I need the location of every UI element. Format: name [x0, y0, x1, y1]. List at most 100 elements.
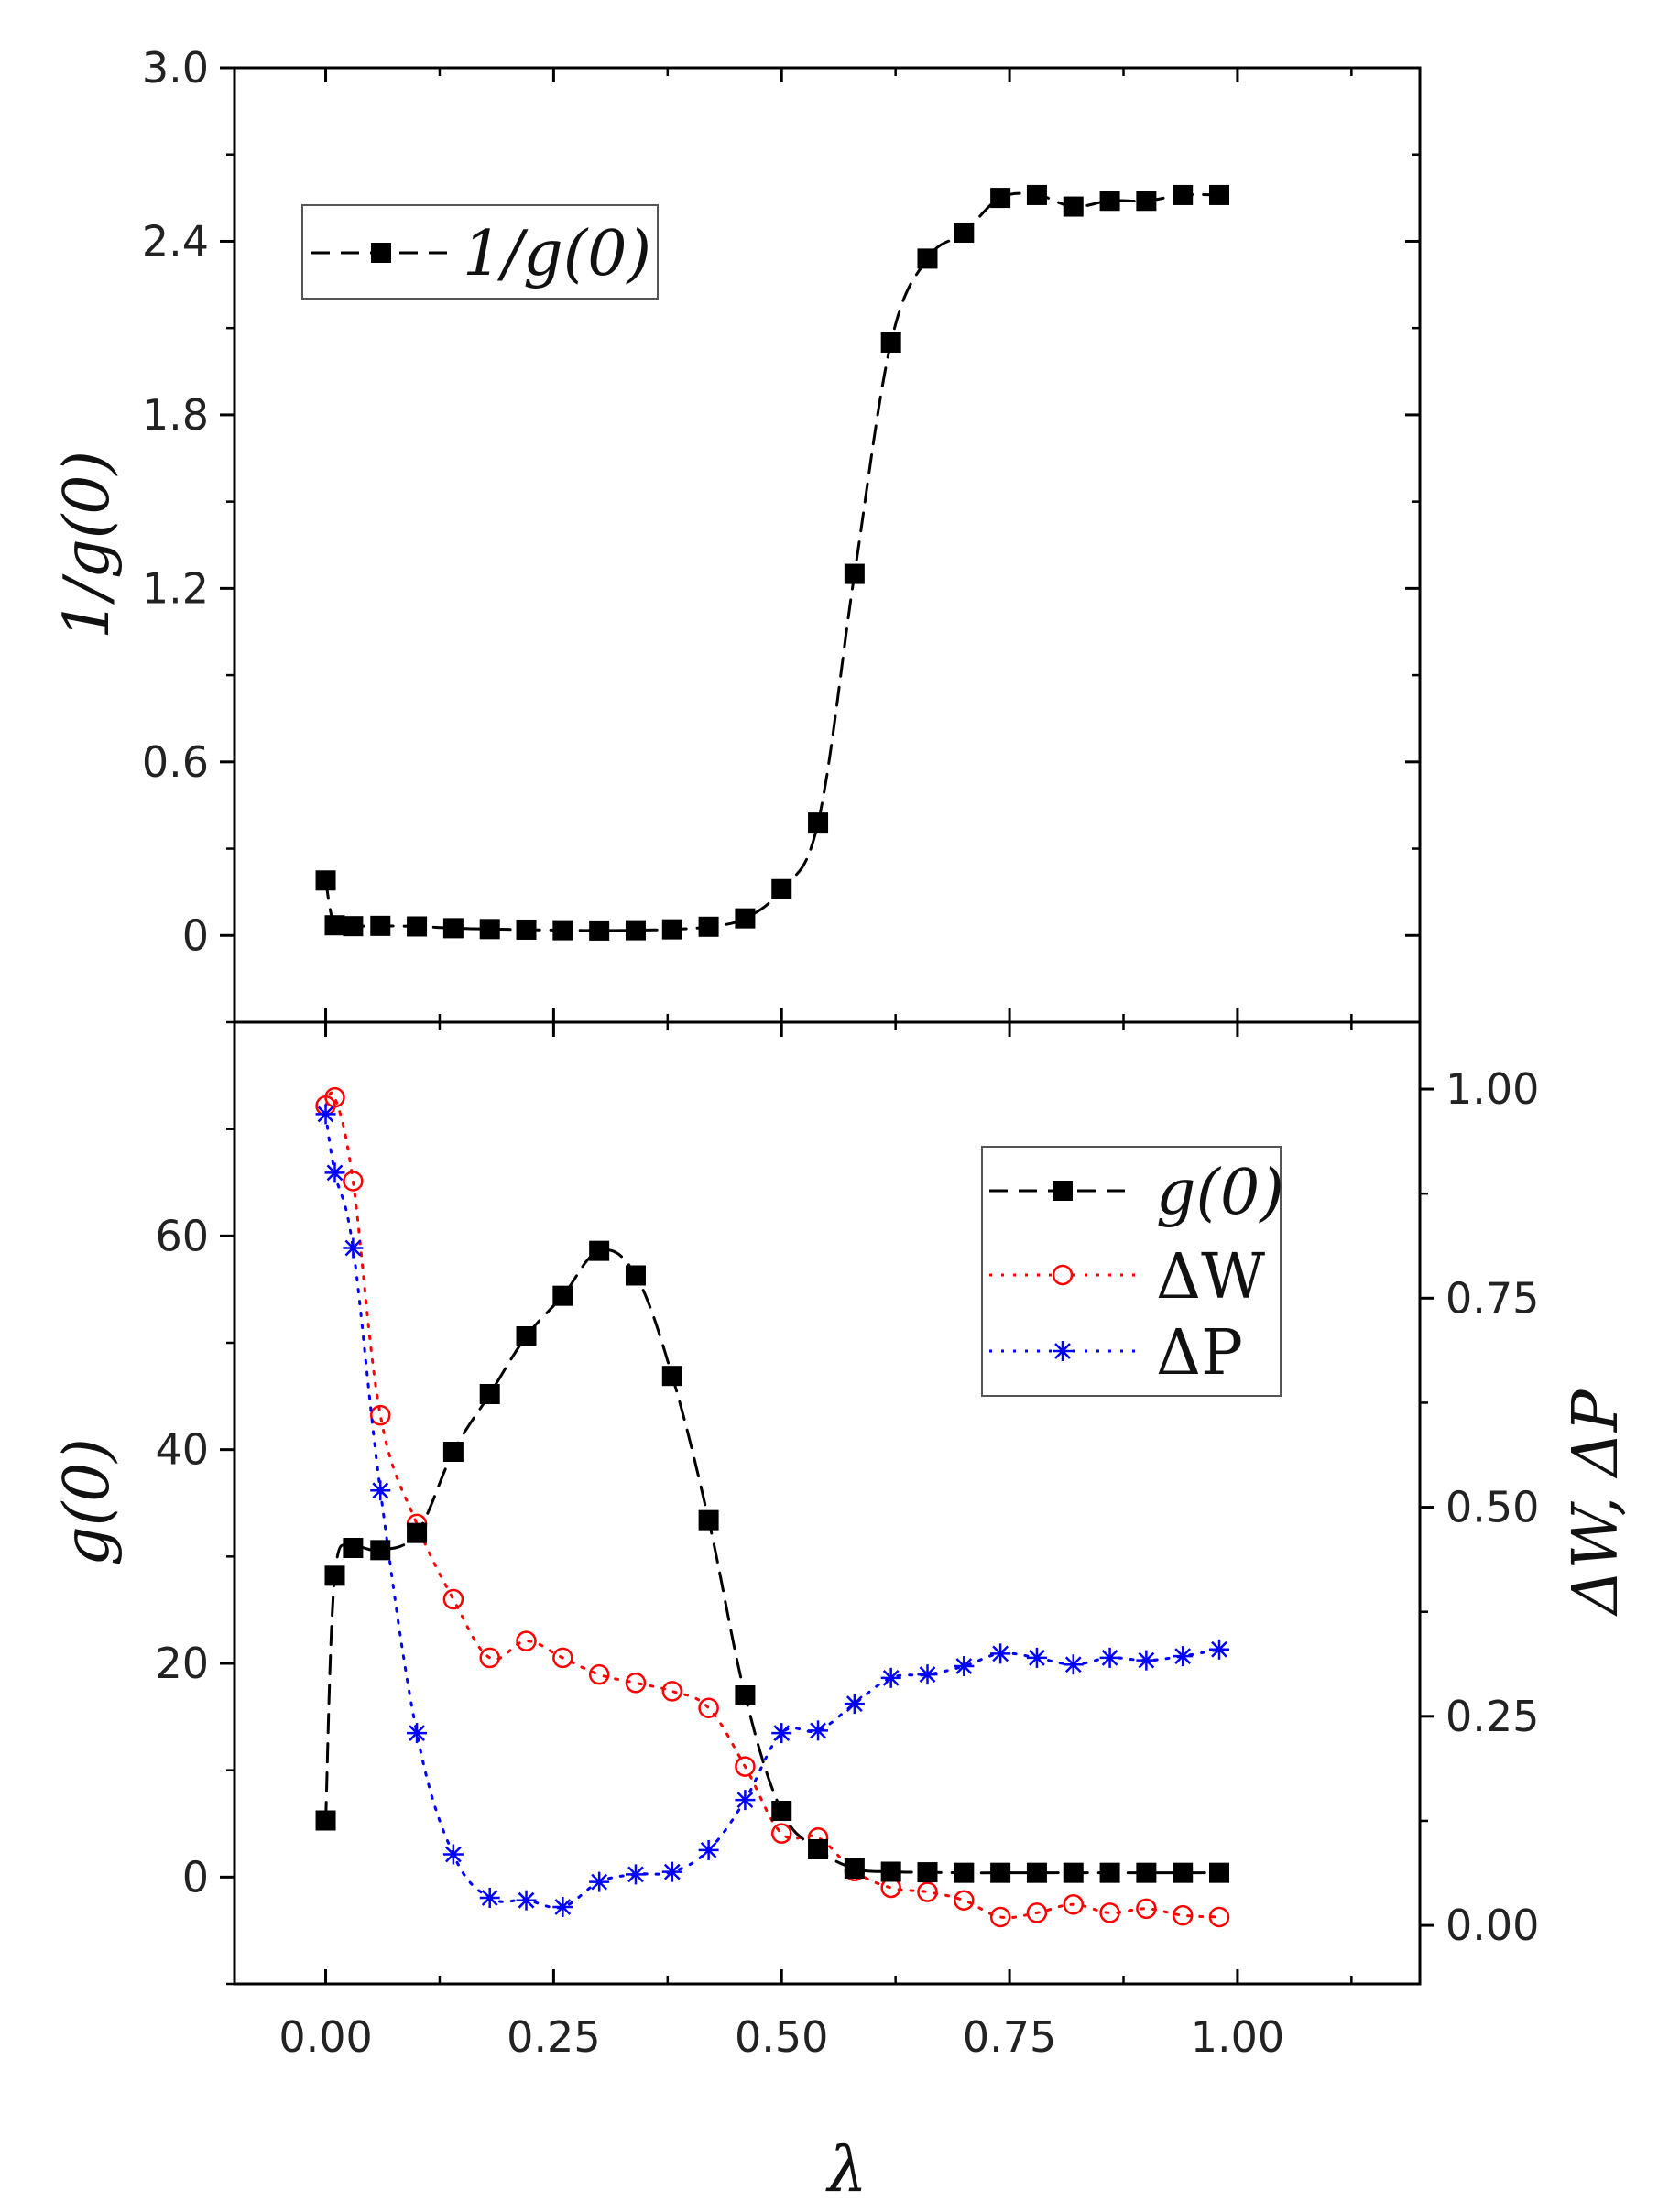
data-point: [589, 1240, 610, 1261]
data-point: [917, 1862, 938, 1883]
bottom-y-tick-label: 20: [155, 1639, 209, 1688]
data-point: [661, 1861, 682, 1882]
data-point: [1136, 1650, 1157, 1671]
data-point: [735, 1685, 756, 1705]
data-point: [442, 1442, 464, 1462]
x-tick-label: 0.50: [735, 2012, 828, 2062]
data-point: [516, 919, 537, 940]
data-point: [1136, 1898, 1157, 1920]
data-point: [954, 1862, 975, 1883]
legend-g0-label: g(0): [1156, 1157, 1284, 1229]
top-legend-label: 1/g(0): [463, 218, 651, 290]
data-point: [552, 1647, 573, 1669]
data-point: [1208, 1906, 1230, 1928]
data-point: [808, 1839, 829, 1859]
top-y-tick-label: 1.2: [142, 563, 209, 613]
data-point: [880, 1861, 901, 1882]
bottom-plot-frame: [233, 1020, 1422, 1986]
bottom-y-tick-label: 40: [155, 1425, 209, 1475]
data-point: [844, 1858, 865, 1879]
top-legend-box: [301, 204, 659, 300]
data-point: [315, 1810, 336, 1831]
top-tick-labels: 0 0.6 1.2 1.8 2.4 3.0: [142, 43, 209, 960]
data-point: [315, 870, 336, 891]
data-point: [844, 1694, 865, 1715]
data-point: [1026, 1902, 1048, 1923]
data-point: [1099, 1647, 1120, 1668]
data-point: [1209, 1862, 1230, 1883]
top-y-tick-label: 3.0: [142, 43, 209, 93]
bottom-y2-tick-label: 0.50: [1445, 1483, 1539, 1532]
data-point: [990, 188, 1011, 209]
data-point: [989, 1906, 1011, 1928]
data-point: [917, 248, 938, 269]
data-point: [771, 878, 792, 899]
bottom-series: [315, 1086, 1230, 1928]
legend-dw-marker: [1052, 1264, 1074, 1286]
data-point: [407, 1723, 428, 1744]
data-point: [1173, 1862, 1194, 1883]
bottom-y2-axis-label: ΔW, ΔP: [1560, 1389, 1632, 1617]
data-point: [1099, 1902, 1120, 1923]
bottom-y-tick-label: 60: [155, 1211, 209, 1260]
data-point: [516, 1890, 537, 1911]
data-point: [625, 920, 646, 941]
bottom-y2-tick-label: 0.00: [1445, 1901, 1539, 1950]
bottom-y2-tick-label: 1.00: [1445, 1064, 1539, 1114]
x-tick-label: 0.25: [507, 2012, 600, 2062]
data-point: [370, 915, 391, 936]
data-point: [698, 1509, 719, 1531]
data-point: [954, 1890, 975, 1911]
data-point: [370, 1480, 391, 1501]
data-point: [1026, 1862, 1047, 1883]
data-point: [1063, 196, 1084, 217]
data-point: [407, 916, 428, 937]
data-point: [324, 1565, 345, 1586]
data-point: [479, 1384, 500, 1404]
data-point: [661, 1681, 683, 1702]
bottom-legend: g(0) ΔW ΔP: [981, 1146, 1284, 1397]
data-point: [343, 916, 364, 937]
data-point: [588, 1663, 610, 1685]
top-y-axis-label: 1/g(0): [51, 451, 124, 639]
top-panel: 0 0.6 1.2 1.8 2.4 3.0 1/g(0) 1/g(0): [51, 43, 1422, 1024]
data-point: [442, 1588, 464, 1610]
data-point: [1173, 1646, 1194, 1667]
top-y-tick-label: 1.8: [142, 390, 209, 440]
data-point: [1026, 184, 1047, 205]
data-point: [735, 1790, 756, 1811]
data-point: [770, 1823, 792, 1844]
data-point: [990, 1862, 1011, 1883]
top-y-tick-label: 0: [182, 910, 209, 960]
data-point: [625, 1673, 647, 1694]
data-point: [917, 1881, 938, 1902]
data-point: [442, 1844, 464, 1865]
data-point: [698, 1839, 719, 1860]
bottom-y-axis-label: g(0): [51, 1438, 124, 1566]
data-point: [552, 1285, 573, 1306]
data-point: [552, 1897, 573, 1917]
legend-dw-label: ΔW: [1156, 1241, 1265, 1313]
legend-dp-label: ΔP: [1156, 1317, 1243, 1389]
data-point: [661, 1366, 682, 1387]
data-point: [589, 920, 610, 941]
top-legend-marker: [371, 243, 391, 263]
data-point: [324, 1162, 345, 1183]
data-point: [516, 1630, 537, 1651]
bottom-panel: 0.00 0.25 0.50 0.75 1.00 0 20 40 60 0.00 0.25 0.50 0…: [51, 1020, 1632, 2207]
data-point: [1136, 191, 1157, 212]
data-point: [954, 222, 975, 243]
top-y-tick-label: 2.4: [142, 216, 209, 266]
bottom-y2-tick-label: 0.25: [1445, 1692, 1539, 1741]
data-point: [1099, 191, 1120, 212]
data-point: [343, 1237, 364, 1259]
data-point: [370, 1404, 391, 1426]
data-point: [990, 1643, 1011, 1664]
data-point: [589, 1871, 610, 1892]
data-point: [661, 919, 682, 940]
data-point: [315, 1104, 336, 1125]
data-point: [625, 1864, 646, 1885]
data-point: [442, 918, 464, 939]
legend-g0-marker: [1053, 1181, 1073, 1201]
data-point: [808, 1720, 829, 1741]
